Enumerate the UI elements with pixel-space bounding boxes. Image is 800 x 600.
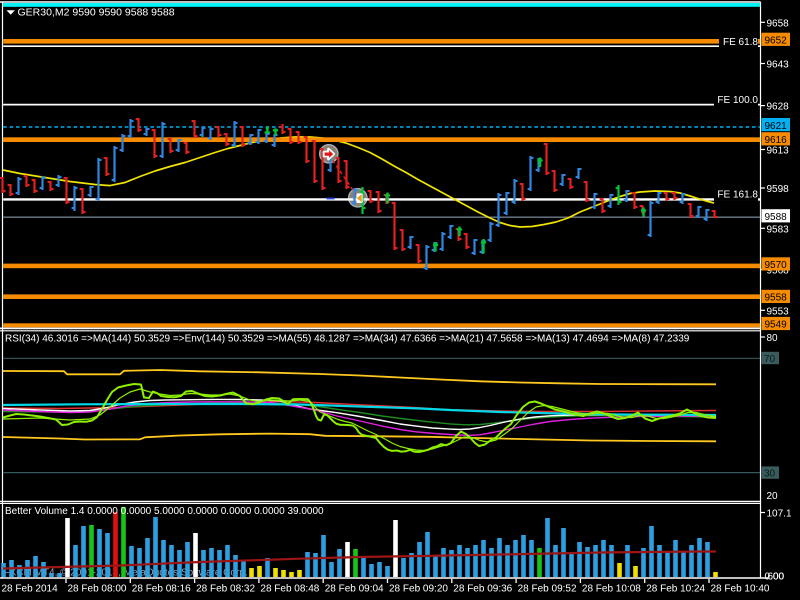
svg-text:28 Feb 08:00: 28 Feb 08:00 [68,584,127,595]
svg-text:9598: 9598 [767,184,790,195]
svg-text:9621: 9621 [765,121,788,132]
svg-text:GER30,M2 9590 9590 9588 9588: GER30,M2 9590 9590 9588 9588 [18,7,175,19]
svg-text:9658: 9658 [767,18,790,29]
svg-text:20: 20 [767,491,779,502]
svg-text:107.1: 107.1 [767,509,792,520]
svg-text:9558: 9558 [765,293,788,304]
svg-text:9570: 9570 [765,260,788,271]
svg-text:9628: 9628 [767,102,790,113]
svg-text:28 Feb 09:52: 28 Feb 09:52 [518,584,577,595]
svg-text:28 Feb 09:36: 28 Feb 09:36 [453,584,512,595]
svg-text:9568: 9568 [767,266,790,277]
svg-text:70: 70 [764,354,776,365]
svg-text:FE 100.0: FE 100.0 [717,95,758,106]
svg-text:28 Feb 2014: 28 Feb 2014 [2,584,59,595]
svg-text:28 Feb 10:40: 28 Feb 10:40 [711,584,770,595]
svg-text:80: 80 [767,333,779,344]
svg-text:FE 61.8: FE 61.8 [723,37,758,48]
svg-text:28 Feb 08:48: 28 Feb 08:48 [260,584,319,595]
svg-text:9643: 9643 [767,60,790,71]
svg-text:0.00: 0.00 [765,572,785,583]
svg-text:FE 161.8: FE 161.8 [717,190,758,201]
svg-text:9588: 9588 [765,212,788,223]
svg-text:RSI(34) 46.3016 =>MA(144) 50.: RSI(34) 46.3016 =>MA(144) 50.3529 =>Env(… [5,334,690,345]
svg-text:Better Volume 1.4 0.0000 0.000: Better Volume 1.4 0.0000 0.0000 5.0000 0… [5,506,324,517]
svg-text:28 Feb 09:04: 28 Feb 09:04 [325,584,384,595]
svg-text:28 Feb 10:08: 28 Feb 10:08 [582,584,641,595]
svg-text:28 Feb 08:16: 28 Feb 08:16 [132,584,191,595]
svg-text:9553: 9553 [767,306,790,317]
svg-text:28 Feb 08:32: 28 Feb 08:32 [196,584,255,595]
svg-text:28 Feb 10:24: 28 Feb 10:24 [646,584,705,595]
svg-text:9613: 9613 [767,146,790,157]
svg-text:9652: 9652 [765,36,788,47]
svg-text:9583: 9583 [767,224,790,235]
svg-text:9616: 9616 [765,135,788,146]
svg-text:28 Feb 09:20: 28 Feb 09:20 [389,584,448,595]
svg-text:30: 30 [764,468,776,479]
svg-text:9549: 9549 [765,320,788,331]
svg-text:600: 600 [768,572,785,583]
